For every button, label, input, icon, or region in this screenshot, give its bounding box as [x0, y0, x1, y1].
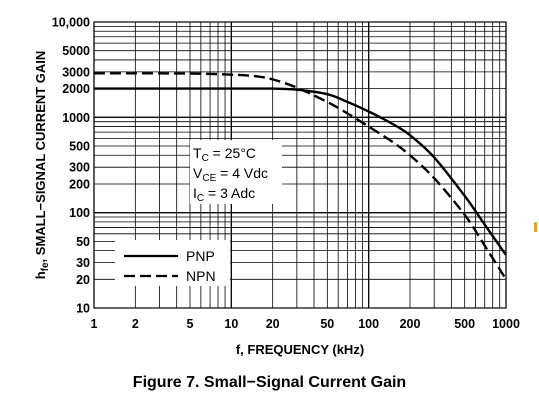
plot-frame: [93, 21, 507, 309]
series-lines: [93, 72, 508, 280]
y-tick-label: 10: [76, 302, 90, 316]
y-tick-label: 500: [69, 140, 90, 154]
x-tick-label: 20: [266, 317, 280, 331]
conditions-box: [190, 140, 282, 204]
y-axis-label: hfe, SMALL−SIGNAL CURRENT GAIN: [33, 51, 51, 280]
x-tick-label: 2: [132, 317, 139, 331]
figure-caption: Figure 7. Small−Signal Current Gain: [132, 374, 407, 391]
condition-vce: VCE = 4 Vdc: [193, 165, 268, 184]
legend-box: [115, 240, 230, 286]
x-tick-label: 1: [91, 317, 98, 331]
x-tick-label: 10: [224, 317, 238, 331]
y-tick-label: 2000: [62, 82, 90, 96]
x-tick-label: 100: [358, 317, 379, 331]
y-tick-label: 5000: [62, 44, 90, 58]
x-tick-label: 500: [454, 317, 475, 331]
x-tick-label: 50: [320, 317, 334, 331]
x-tick-labels: 1 2 5 10 20 50 100 200 500 1000: [91, 317, 520, 331]
condition-ic: IC = 3 Adc: [193, 185, 255, 204]
y-tick-label: 100: [69, 206, 90, 220]
y-tick-labels: 10 20 30 50 100 200 300 500 1000 2000 3000 5000 10,0…: [52, 16, 90, 316]
legend-npn-label: NPN: [186, 268, 216, 284]
edge-marker: [534, 222, 537, 232]
y-tick-label: 10,000: [52, 16, 90, 30]
y-tick-label: 50: [76, 235, 90, 249]
series-line-pnp: [94, 87, 507, 256]
series-line-npn: [93, 72, 508, 280]
chart-grid: [93, 21, 507, 309]
condition-tc: TC = 25°C: [193, 145, 256, 164]
y-tick-label: 300: [69, 161, 90, 175]
y-tick-label: 1000: [62, 111, 90, 125]
x-tick-label: 1000: [492, 317, 520, 331]
legend-pnp-label: PNP: [186, 248, 215, 264]
y-tick-label: 20: [76, 273, 90, 287]
x-tick-label: 200: [400, 317, 421, 331]
y-tick-label: 30: [76, 256, 90, 270]
x-axis-label: f, FREQUENCY (kHz): [236, 342, 364, 357]
y-tick-label: 200: [69, 177, 90, 191]
y-tick-label: 3000: [62, 65, 90, 79]
x-tick-label: 5: [187, 317, 194, 331]
